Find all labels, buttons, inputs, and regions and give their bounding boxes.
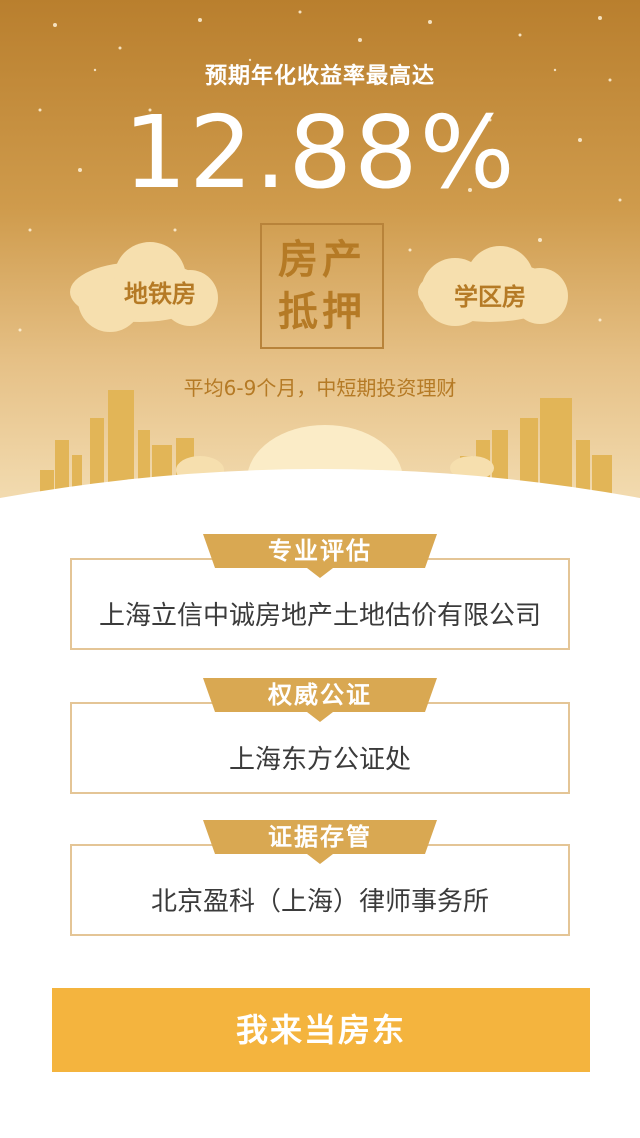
ribbon-shape [203,820,437,864]
yield-rate: 12.88% [123,94,517,211]
custody-ribbon: 证据存管 [203,820,437,864]
school-district-label: 学区房 [454,283,526,311]
cloud-right [418,246,568,326]
law-firm: 北京盈科（上海）律师事务所 [150,886,489,917]
custody-ribbon-label: 证据存管 [268,823,372,851]
ribbon-shape [203,534,437,578]
appraisal-ribbon: 专业评估 [203,534,437,578]
appraisal-company: 上海立信中诚房地产土地估价有限公司 [98,600,541,631]
stamp-line-2: 抵押 [278,289,366,335]
appraisal-card: 上海立信中诚房地产土地估价有限公司 [70,558,570,650]
metro-house-label: 地铁房 [124,280,196,308]
notary-ribbon-label: 权威公证 [268,681,372,709]
appraisal-ribbon-label: 专业评估 [268,537,372,565]
cloud-left [70,242,218,332]
yield-subtitle: 预期年化收益率最高达 [204,64,435,89]
city-right [450,398,612,500]
become-landlord-button[interactable]: 我来当房东 [52,988,590,1072]
investment-tagline: 平均6-9个月，中短期投资理财 [183,376,457,400]
hero-background [0,10,640,520]
ribbon-shape [203,678,437,722]
hero-banner: 预期年化收益率最高达 12.88% 地铁房 学区房 房产 抵押 平均6-9个月，… [0,0,640,520]
hero-bottom-curve [0,469,640,520]
notary-ribbon: 权威公证 [203,678,437,722]
notary-office: 上海东方公证处 [228,744,411,775]
stamp-line-1: 房产 [278,237,366,283]
mortgage-stamp: 房产 抵押 [260,223,384,349]
